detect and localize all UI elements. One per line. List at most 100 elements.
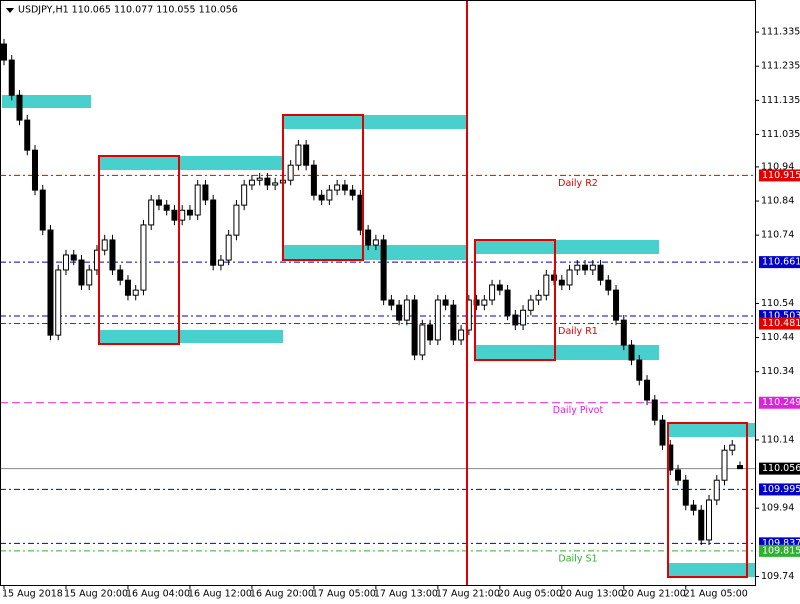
level-tag xyxy=(759,483,800,496)
x-tick-label: 16 Aug 12:00 xyxy=(188,589,252,600)
candle-body xyxy=(558,279,565,286)
box xyxy=(474,239,556,361)
candle-body xyxy=(659,419,666,446)
level-price: 109.815 xyxy=(762,545,800,556)
levels: Daily R2 Daily R1 Daily Pivot Daily S1 xyxy=(0,174,755,564)
candle-body xyxy=(365,229,372,246)
candle-body xyxy=(620,319,627,346)
candle-body xyxy=(326,189,333,201)
y-tick-label: 110.54 xyxy=(761,298,794,309)
candle-body xyxy=(512,314,519,326)
x-tick-label: 16 Aug 04:00 xyxy=(126,589,190,600)
candle-body xyxy=(303,144,310,166)
y-tick-label: 111.135 xyxy=(761,95,800,106)
y-tick-label: 110.84 xyxy=(761,196,794,207)
candle-body xyxy=(217,259,224,266)
y-tick-label: 109.94 xyxy=(761,503,794,514)
candle-body xyxy=(450,304,457,341)
level-price: 109.995 xyxy=(762,484,800,495)
candle-body xyxy=(737,465,743,470)
candle-body xyxy=(349,189,356,196)
candle-body xyxy=(403,299,410,321)
candle-body xyxy=(287,164,294,181)
candle-body xyxy=(202,184,209,201)
candle-body xyxy=(124,279,131,296)
candle-body xyxy=(651,399,658,421)
candle-body xyxy=(644,379,651,401)
candle-body xyxy=(194,184,201,216)
level-price: 110.056 xyxy=(762,463,800,474)
candle-body xyxy=(543,274,550,296)
candle-body xyxy=(256,177,263,181)
x-tick-label: 15 Aug 2018 xyxy=(2,589,63,600)
candle-body xyxy=(434,299,441,341)
level-price: 110.503 xyxy=(762,311,800,322)
candle-body xyxy=(132,289,139,296)
x-tick-label: 21 Aug 05:00 xyxy=(684,589,748,600)
candle-body xyxy=(636,359,643,381)
candle-body xyxy=(388,299,395,306)
candle-body xyxy=(411,299,418,356)
candle-body xyxy=(520,309,527,326)
candle-body xyxy=(24,119,31,151)
candle-body xyxy=(419,324,426,356)
level-name: Daily Pivot xyxy=(553,405,604,416)
candle-body xyxy=(241,184,248,206)
y-tick-label: 111.035 xyxy=(761,129,800,140)
level-tag xyxy=(759,256,800,269)
y-tick-label: 110.34 xyxy=(761,366,794,377)
candle-body xyxy=(55,269,62,336)
level-name: Daily S1 xyxy=(558,553,597,564)
candle-body xyxy=(179,209,186,221)
chart-title: USDJPY,H1 110.065 110.077 110.055 110.05… xyxy=(18,5,238,16)
candle-body xyxy=(698,509,705,541)
candle-body xyxy=(1,43,7,61)
level-tag xyxy=(759,544,800,557)
candle-body xyxy=(62,254,69,271)
candle-body xyxy=(566,269,573,286)
y-tick-label: 110.94 xyxy=(761,161,794,172)
candle-body xyxy=(148,199,155,226)
candle-body xyxy=(535,294,542,301)
candle-body xyxy=(396,304,403,321)
candle-body xyxy=(318,194,325,201)
candle-body xyxy=(310,164,317,196)
candle-body xyxy=(504,289,511,316)
symbol-arrow xyxy=(6,8,14,13)
candle-body xyxy=(713,479,720,501)
candle-body xyxy=(272,182,279,186)
candle-body xyxy=(605,279,612,291)
candle-body xyxy=(721,449,728,481)
level-price: 110.661 xyxy=(762,257,800,268)
candle-body xyxy=(628,344,635,361)
candle-body xyxy=(117,269,124,281)
boxes xyxy=(98,114,748,578)
candle-body xyxy=(706,499,713,541)
candle-body xyxy=(233,204,240,236)
candle-body xyxy=(496,284,503,291)
candle-body xyxy=(140,224,147,291)
candle-body xyxy=(442,299,449,306)
zone xyxy=(99,330,283,343)
candle-body xyxy=(171,209,178,221)
candle-body xyxy=(109,239,116,271)
zone xyxy=(99,156,283,170)
x-tick-label: 17 Aug 05:00 xyxy=(312,589,376,600)
candle-body xyxy=(690,504,697,511)
candle-body xyxy=(481,299,488,306)
x-tick-label: 20 Aug 05:00 xyxy=(498,589,562,600)
candle-body xyxy=(334,184,341,191)
zone xyxy=(475,240,659,254)
candle-body xyxy=(729,444,736,451)
zone xyxy=(475,345,659,360)
level-tag xyxy=(759,462,800,475)
candle-body xyxy=(39,189,46,231)
candle-body xyxy=(613,289,620,321)
candle-body xyxy=(380,239,387,301)
level-price: 110.481 xyxy=(762,318,800,329)
candle-body xyxy=(16,94,23,121)
x-tick-label: 16 Aug 20:00 xyxy=(250,589,314,600)
box xyxy=(282,114,364,261)
